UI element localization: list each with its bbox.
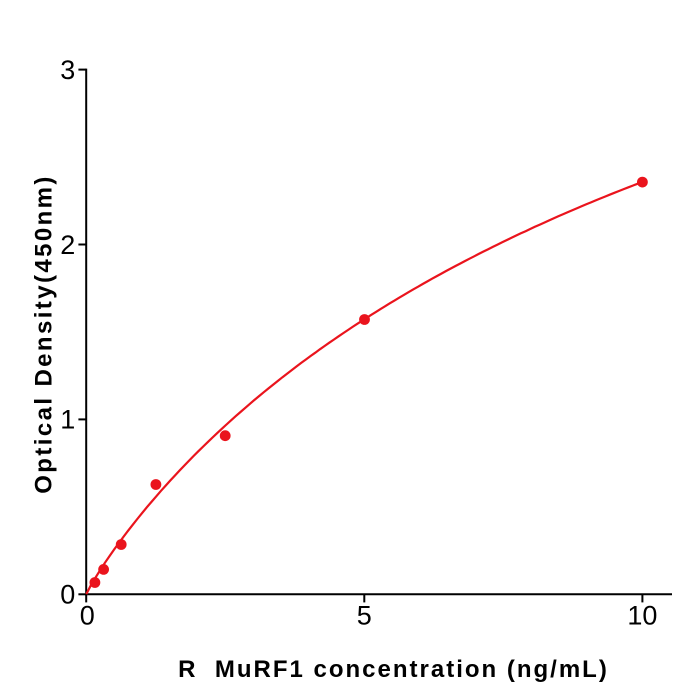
svg-text:0: 0 bbox=[60, 580, 75, 610]
svg-text:5: 5 bbox=[357, 600, 372, 630]
svg-text:1: 1 bbox=[60, 405, 75, 435]
svg-text:10: 10 bbox=[627, 600, 657, 630]
svg-text:3: 3 bbox=[60, 55, 75, 85]
svg-text:R MuRF1 concentration (ng/mL): R MuRF1 concentration (ng/mL) bbox=[178, 656, 609, 683]
svg-text:Optical Density(450nm): Optical Density(450nm) bbox=[31, 174, 58, 494]
svg-text:2: 2 bbox=[60, 230, 75, 260]
svg-text:0: 0 bbox=[80, 600, 95, 630]
